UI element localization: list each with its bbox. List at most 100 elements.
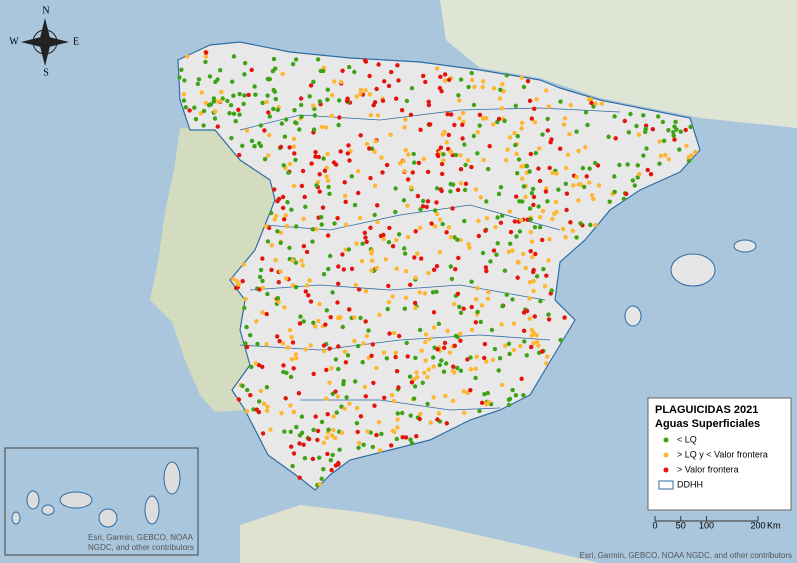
sample-point [364, 239, 369, 244]
sample-point [372, 149, 377, 154]
sample-point [445, 112, 450, 117]
sample-point [336, 366, 341, 372]
sample-point [457, 304, 462, 310]
sample-point [203, 54, 209, 59]
sample-point [315, 428, 321, 434]
sample-point [440, 221, 445, 227]
sample-point [367, 73, 372, 79]
sample-point [267, 114, 272, 119]
sample-point [404, 269, 409, 274]
sample-point [269, 267, 274, 273]
sample-point [299, 183, 305, 189]
sample-point [673, 119, 678, 125]
sample-point [308, 83, 314, 88]
sample-point [312, 113, 318, 118]
sample-point [467, 245, 472, 250]
sample-point [388, 132, 393, 137]
sample-point [244, 344, 250, 350]
sample-point [400, 410, 405, 416]
sample-point [544, 361, 549, 366]
sample-point [538, 298, 543, 304]
sample-point [529, 344, 534, 350]
sample-point [268, 427, 273, 432]
sample-point [534, 97, 539, 102]
sample-point [299, 414, 305, 419]
sample-point [537, 146, 542, 151]
sample-point [542, 284, 548, 289]
scale-label: 50 [676, 520, 686, 530]
sample-point [485, 296, 491, 301]
sample-point [333, 162, 339, 167]
sample-point [256, 409, 262, 415]
sample-point [288, 374, 294, 380]
sample-point [236, 107, 241, 113]
sample-point [258, 267, 264, 273]
sample-point [301, 244, 307, 249]
sample-point [502, 118, 507, 124]
sample-point [512, 219, 517, 224]
sample-point [460, 122, 465, 128]
sample-point [677, 147, 682, 152]
sample-point [356, 287, 362, 292]
sample-point [432, 224, 438, 229]
sample-point [241, 101, 246, 107]
sample-point [409, 441, 415, 446]
sample-point [356, 445, 361, 450]
legend-subtitle: Aguas Superficiales [655, 418, 760, 430]
sample-point [355, 343, 361, 349]
sample-point [418, 411, 423, 417]
sample-point [292, 108, 297, 113]
sample-point [496, 116, 502, 122]
sample-point [378, 448, 383, 453]
sample-point [284, 223, 290, 229]
sample-point [473, 320, 478, 325]
sample-point [423, 332, 429, 337]
sample-point [428, 420, 433, 425]
sample-point [458, 167, 464, 172]
sample-point [394, 96, 399, 101]
sample-point [349, 266, 355, 271]
sample-point [219, 89, 224, 95]
sample-point [455, 291, 461, 296]
basin-line [239, 334, 551, 351]
sample-point [402, 251, 408, 256]
sample-point [237, 112, 242, 117]
sample-point [177, 75, 182, 80]
sample-point [345, 353, 351, 358]
sample-point [596, 183, 602, 188]
sample-point [291, 183, 297, 188]
sample-point [396, 78, 401, 83]
sample-point [402, 246, 407, 251]
sample-point [499, 106, 505, 111]
sample-point [441, 158, 446, 163]
sample-point [458, 331, 463, 336]
sample-point [490, 357, 496, 363]
sample-point [657, 161, 662, 166]
sample-point [522, 339, 527, 344]
sample-point [374, 265, 379, 271]
sample-point [394, 237, 399, 243]
sample-point [469, 279, 474, 284]
sample-point [622, 118, 627, 124]
sample-point [423, 340, 428, 345]
sample-point [390, 294, 395, 299]
sample-point [515, 275, 520, 280]
sample-point [401, 198, 407, 203]
sample-point [236, 397, 242, 402]
sample-point [510, 387, 515, 393]
sample-point [426, 99, 431, 105]
sample-point [426, 270, 431, 276]
scale-label: 100 [699, 520, 714, 530]
sample-point [409, 185, 414, 190]
sample-point [315, 57, 321, 62]
sample-point [313, 414, 318, 419]
sample-point [527, 98, 533, 104]
sample-point [338, 149, 343, 154]
sample-point [287, 145, 292, 150]
sample-point [389, 69, 394, 75]
sample-point [511, 347, 517, 353]
sample-point [587, 166, 592, 171]
sample-point [455, 187, 461, 193]
sample-point [477, 112, 483, 118]
sample-point [484, 268, 489, 274]
